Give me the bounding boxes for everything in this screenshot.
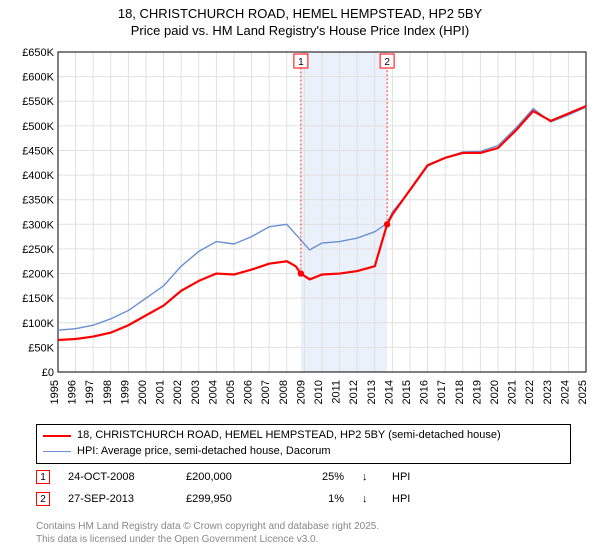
svg-text:£150K: £150K	[22, 293, 54, 305]
chart-container: 18, CHRISTCHURCH ROAD, HEMEL HEMPSTEAD, …	[0, 0, 600, 560]
svg-text:1997: 1997	[84, 380, 96, 404]
svg-text:2: 2	[384, 57, 390, 68]
event-suffix-1: HPI	[392, 471, 410, 483]
svg-text:2003: 2003	[190, 380, 202, 404]
title-line-1: 18, CHRISTCHURCH ROAD, HEMEL HEMPSTEAD, …	[118, 6, 482, 21]
event-pct-1: 25%	[284, 471, 344, 483]
svg-text:2008: 2008	[278, 380, 290, 404]
chart-area: £0 £50K £100K £150K £200K £250K £300K £350K £400…	[10, 48, 590, 418]
svg-text:£350K: £350K	[22, 195, 54, 207]
svg-text:2012: 2012	[348, 380, 360, 404]
svg-text:£250K: £250K	[22, 244, 54, 256]
svg-text:2011: 2011	[331, 380, 343, 404]
svg-text:2013: 2013	[366, 380, 378, 404]
svg-text:£400K: £400K	[22, 170, 54, 182]
svg-text:2019: 2019	[471, 380, 483, 404]
svg-text:2020: 2020	[489, 380, 501, 404]
legend-label-price-paid: 18, CHRISTCHURCH ROAD, HEMEL HEMPSTEAD, …	[77, 428, 501, 444]
event-marker-2: 2	[36, 492, 50, 506]
svg-text:£500K: £500K	[22, 121, 54, 133]
svg-text:£100K: £100K	[22, 318, 54, 330]
svg-text:2005: 2005	[225, 380, 237, 404]
svg-text:2007: 2007	[260, 380, 272, 404]
svg-text:2014: 2014	[383, 380, 395, 404]
svg-text:£50K: £50K	[28, 342, 54, 354]
svg-text:2017: 2017	[436, 380, 448, 404]
legend: 18, CHRISTCHURCH ROAD, HEMEL HEMPSTEAD, …	[36, 424, 571, 464]
svg-text:2001: 2001	[155, 380, 167, 404]
title-line-2: Price paid vs. HM Land Registry's House …	[131, 23, 469, 38]
event-date-1: 24-OCT-2008	[68, 471, 168, 483]
svg-text:1: 1	[298, 57, 304, 68]
down-arrow-icon: ↓	[362, 493, 374, 505]
event-price-2: £299,950	[186, 493, 266, 505]
legend-swatch-price-paid	[43, 435, 71, 437]
attribution-footer: Contains HM Land Registry data © Crown c…	[36, 520, 571, 546]
svg-text:2000: 2000	[137, 380, 149, 404]
svg-text:2018: 2018	[454, 380, 466, 404]
svg-text:1996: 1996	[67, 380, 79, 404]
event-date-2: 27-SEP-2013	[68, 493, 168, 505]
svg-text:2002: 2002	[172, 380, 184, 404]
svg-text:2016: 2016	[419, 380, 431, 404]
svg-text:£0: £0	[42, 367, 54, 379]
event-suffix-2: HPI	[392, 493, 410, 505]
svg-text:£450K: £450K	[22, 145, 54, 157]
line-chart-svg: £0 £50K £100K £150K £200K £250K £300K £350K £400…	[10, 48, 590, 418]
svg-text:£650K: £650K	[22, 48, 54, 59]
svg-text:2023: 2023	[542, 380, 554, 404]
legend-item-hpi: HPI: Average price, semi-detached house,…	[43, 444, 564, 460]
svg-text:1999: 1999	[119, 380, 131, 404]
svg-text:£600K: £600K	[22, 72, 54, 84]
footer-line-1: Contains HM Land Registry data © Crown c…	[36, 521, 379, 532]
event-price-1: £200,000	[186, 471, 266, 483]
event-pct-2: 1%	[284, 493, 344, 505]
legend-item-price-paid: 18, CHRISTCHURCH ROAD, HEMEL HEMPSTEAD, …	[43, 428, 564, 444]
event-marker-1: 1	[36, 470, 50, 484]
event-row-2: 2 27-SEP-2013 £299,950 1% ↓ HPI	[36, 488, 571, 510]
legend-label-hpi: HPI: Average price, semi-detached house,…	[77, 444, 331, 460]
svg-text:2022: 2022	[524, 380, 536, 404]
svg-text:2010: 2010	[313, 380, 325, 404]
svg-text:1995: 1995	[49, 380, 61, 404]
svg-text:2004: 2004	[207, 380, 219, 404]
event-row-1: 1 24-OCT-2008 £200,000 25% ↓ HPI	[36, 466, 571, 488]
svg-text:2015: 2015	[401, 380, 413, 404]
chart-title: 18, CHRISTCHURCH ROAD, HEMEL HEMPSTEAD, …	[0, 0, 600, 40]
svg-text:£550K: £550K	[22, 96, 54, 108]
svg-text:1998: 1998	[102, 380, 114, 404]
footer-line-2: This data is licensed under the Open Gov…	[36, 534, 318, 545]
down-arrow-icon: ↓	[362, 471, 374, 483]
svg-text:£300K: £300K	[22, 219, 54, 231]
svg-text:2024: 2024	[559, 380, 571, 404]
svg-text:£200K: £200K	[22, 269, 54, 281]
svg-text:2009: 2009	[295, 380, 307, 404]
svg-text:2021: 2021	[507, 380, 519, 404]
sale-events: 1 24-OCT-2008 £200,000 25% ↓ HPI 2 27-SE…	[36, 466, 571, 510]
svg-text:2006: 2006	[243, 380, 255, 404]
legend-swatch-hpi	[43, 451, 71, 452]
svg-text:2025: 2025	[577, 380, 589, 404]
